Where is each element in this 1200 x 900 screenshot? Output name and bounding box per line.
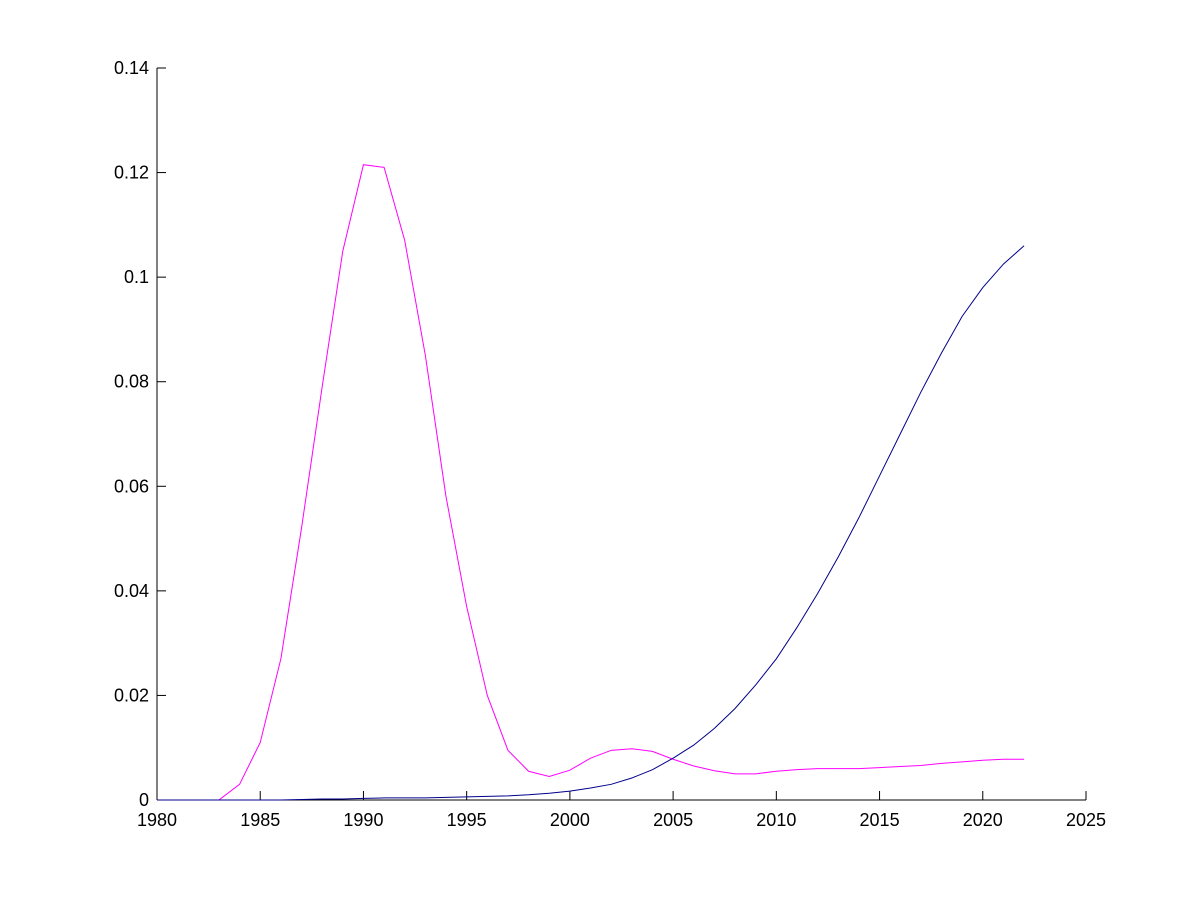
x-tick-label: 1995: [447, 810, 487, 830]
series-line: [157, 245, 1025, 801]
y-tick-label: 0.14: [114, 58, 149, 78]
x-tick-label: 2010: [756, 810, 796, 830]
y-tick-label: 0.1: [124, 267, 149, 287]
x-tick-label: 1985: [240, 810, 280, 830]
x-tick-label: 1990: [343, 810, 383, 830]
x-tick-label: 2005: [653, 810, 693, 830]
y-tick-label: 0: [139, 790, 149, 810]
y-tick-label: 0.04: [114, 581, 149, 601]
y-tick-label: 0.12: [114, 163, 149, 183]
series-line: [157, 164, 1025, 801]
x-tick-label: 2025: [1066, 810, 1106, 830]
y-tick-label: 0.02: [114, 685, 149, 705]
y-tick-label: 0.06: [114, 476, 149, 496]
y-tick-label: 0.08: [114, 372, 149, 392]
x-tick-label: 2020: [963, 810, 1003, 830]
x-tick-label: 1980: [137, 810, 177, 830]
x-tick-label: 2000: [550, 810, 590, 830]
x-tick-label: 2015: [860, 810, 900, 830]
